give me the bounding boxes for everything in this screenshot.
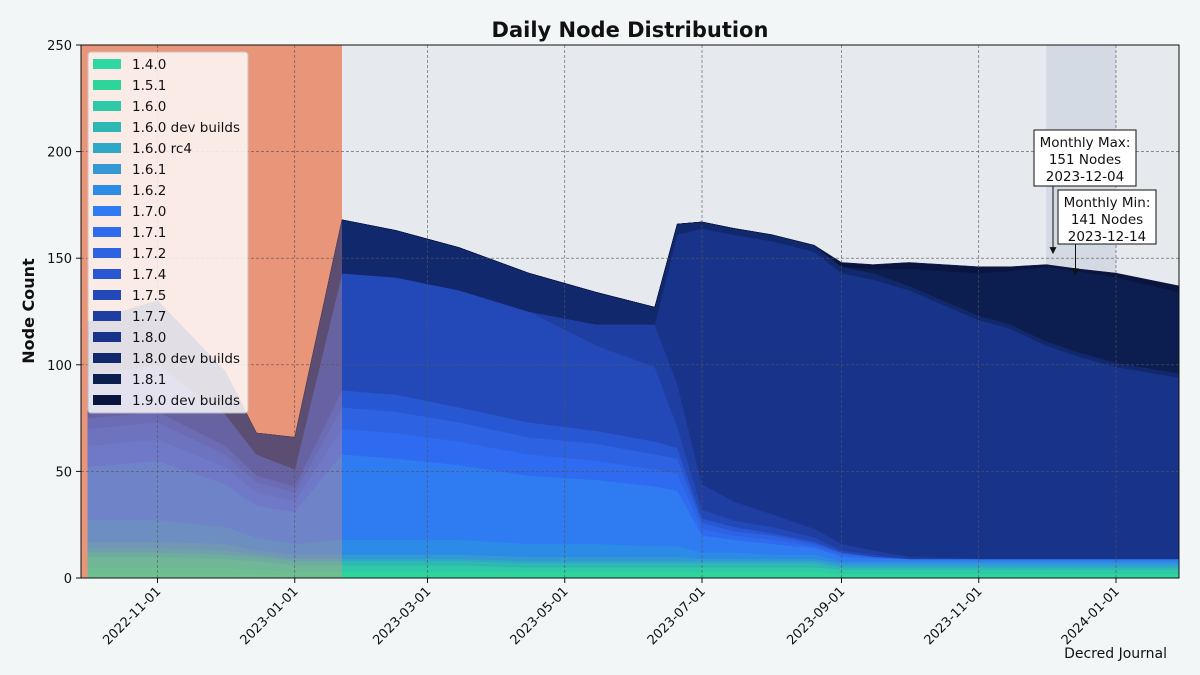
x-tick-label: 2023-07-01 xyxy=(645,584,709,648)
y-tick-label: 0 xyxy=(64,572,72,587)
annotation-line: Monthly Max: xyxy=(1040,135,1131,151)
y-axis-label: Node Count xyxy=(19,258,38,364)
annotation-arrowhead xyxy=(1049,247,1057,255)
credit-text: Decred Journal xyxy=(1064,646,1167,662)
legend-label: 1.8.0 xyxy=(132,330,166,346)
x-tick-label: 2023-03-01 xyxy=(370,584,434,648)
legend-label: 1.6.0 rc4 xyxy=(132,141,192,157)
annotation-box xyxy=(1057,189,1157,245)
legend-swatch xyxy=(93,374,121,384)
legend-swatch xyxy=(93,59,121,69)
legend-label: 1.6.0 xyxy=(132,99,166,115)
x-tick-label: 2023-05-01 xyxy=(508,584,572,648)
legend-swatch xyxy=(93,248,121,258)
legend-label: 1.6.0 dev builds xyxy=(132,120,240,136)
legend-label: 1.7.4 xyxy=(132,267,166,283)
legend-label: 1.7.2 xyxy=(132,246,166,262)
y-tick-label: 100 xyxy=(47,359,72,374)
legend-swatch xyxy=(93,227,121,237)
y-tick-label: 250 xyxy=(47,39,72,54)
legend-swatch xyxy=(93,164,121,174)
legend-label: 1.7.5 xyxy=(132,288,166,304)
x-axis-ticks: 2022-11-01 2023-01-01 2023-03-01 2023-05-01… xyxy=(100,578,1123,648)
chart-title: Daily Node Distribution xyxy=(492,18,769,42)
legend-box xyxy=(87,51,249,414)
annotation-line: 141 Nodes xyxy=(1071,212,1143,228)
x-tick-label: 2022-11-01 xyxy=(100,584,164,648)
legend-swatch xyxy=(93,311,121,321)
y-axis-ticks: 0 50 100 150 200 250 xyxy=(47,39,81,587)
legend-swatch xyxy=(93,290,121,300)
x-tick-label: 2023-09-01 xyxy=(784,584,848,648)
legend-label: 1.7.1 xyxy=(132,225,166,241)
legend-label: 1.9.0 dev builds xyxy=(132,393,240,409)
legend-swatch xyxy=(93,122,121,132)
x-tick-label: 2023-11-01 xyxy=(922,584,986,648)
annotation-arrowhead xyxy=(1072,268,1079,276)
legend-swatch xyxy=(93,143,121,153)
legend-label: 1.6.2 xyxy=(132,183,166,199)
annotation-line: Monthly Min: xyxy=(1064,195,1151,211)
x-tick-label: 2023-01-01 xyxy=(238,584,302,648)
x-tick-label: 2024-01-01 xyxy=(1059,584,1123,648)
legend-swatch xyxy=(93,101,121,111)
y-tick-label: 150 xyxy=(47,252,72,267)
annotation-line: 2023-12-04 xyxy=(1046,169,1124,185)
legend-swatch xyxy=(93,206,121,216)
legend-label: 1.8.1 xyxy=(132,372,166,388)
legend-swatch xyxy=(93,80,121,90)
legend-label: 1.6.1 xyxy=(132,162,166,178)
legend-label: 1.4.0 xyxy=(132,57,166,73)
stacked-areas xyxy=(81,45,1180,579)
y-tick-label: 50 xyxy=(55,465,72,480)
legend-label: 1.5.1 xyxy=(132,78,166,94)
legend: 1.4.0 1.5.1 1.6.0 1.6.0 dev builds 1.6.0 rc4… xyxy=(87,51,249,414)
legend-swatch xyxy=(93,185,121,195)
annotation-box xyxy=(1033,129,1137,187)
legend-label: 1.7.0 xyxy=(132,204,166,220)
legend-swatch xyxy=(93,269,121,279)
legend-swatch xyxy=(93,395,121,405)
annotation-line: 2023-12-14 xyxy=(1068,229,1146,245)
legend-label: 1.8.0 dev builds xyxy=(132,351,240,367)
plot-frame xyxy=(80,44,1180,579)
legend-swatch xyxy=(93,332,121,342)
legend-swatch xyxy=(93,353,121,363)
legend-label: 1.7.7 xyxy=(132,309,166,325)
y-tick-label: 200 xyxy=(47,146,72,161)
annotation-line: 151 Nodes xyxy=(1049,152,1121,168)
